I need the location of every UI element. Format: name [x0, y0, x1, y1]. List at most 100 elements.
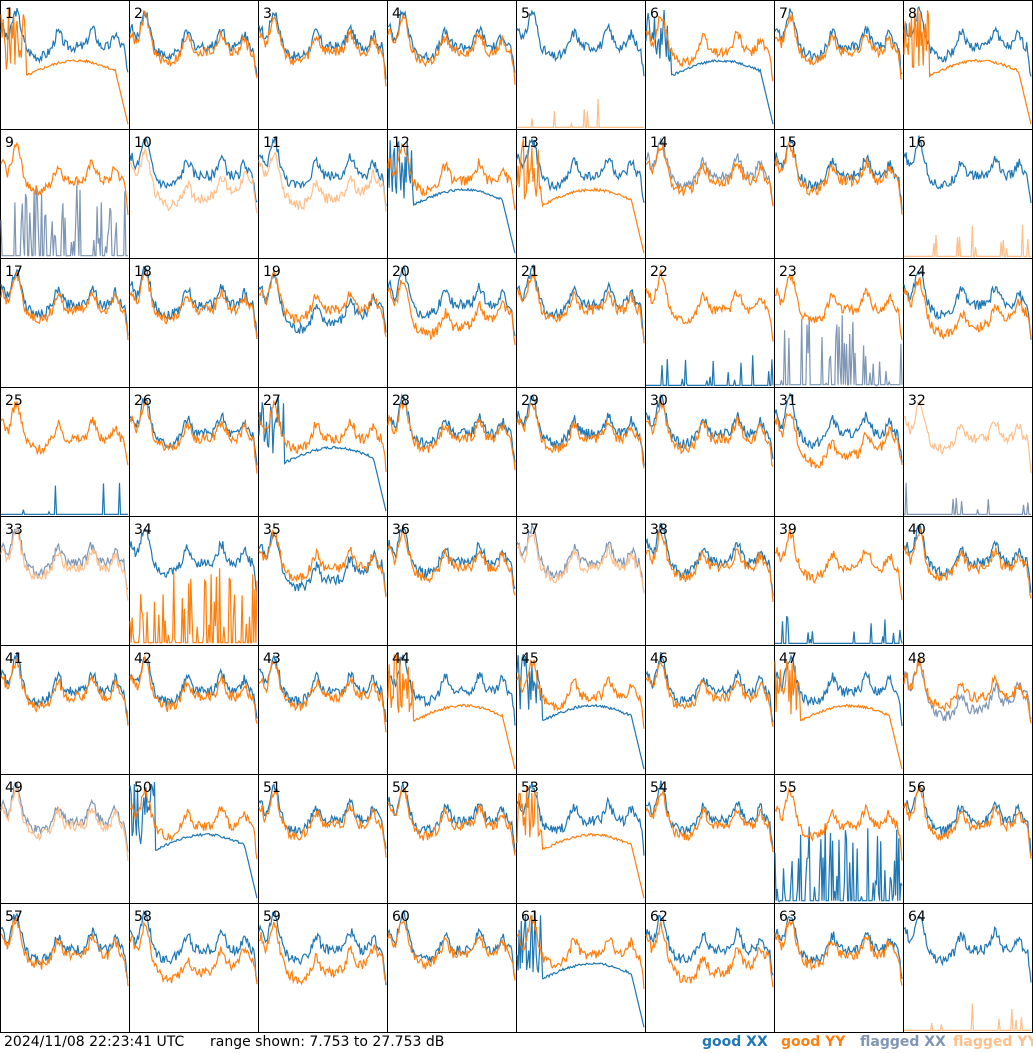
- panel-13: 13: [516, 129, 646, 259]
- panel-frame: [645, 774, 775, 904]
- series-xx: [645, 138, 774, 207]
- series-yy: [774, 412, 903, 469]
- series-yy: [387, 279, 516, 346]
- panel-label: 48: [908, 651, 926, 667]
- panel-15: 15: [774, 129, 904, 259]
- panel-frame: [258, 258, 388, 388]
- panel-label: 38: [650, 522, 668, 538]
- panel-label: 44: [392, 651, 410, 667]
- series-yy: [387, 920, 516, 981]
- panel-51: 51: [258, 774, 388, 904]
- series-yy: [0, 8, 129, 125]
- series-xx: [129, 909, 258, 982]
- panel-label: 32: [908, 393, 926, 409]
- panel-label: 49: [5, 780, 23, 796]
- panel-label: 13: [521, 135, 539, 151]
- panel-1: 1: [0, 0, 130, 130]
- series-xx: [646, 355, 774, 386]
- series-yy: [645, 15, 774, 82]
- series-yy: [129, 786, 258, 860]
- panel-label: 25: [5, 393, 23, 409]
- panel-28: 28: [387, 387, 517, 517]
- panel-54: 54: [645, 774, 775, 904]
- panel-19: 19: [258, 258, 388, 388]
- panel-frame: [129, 387, 259, 517]
- series-yy: [258, 789, 387, 858]
- panel-label: 10: [134, 135, 152, 151]
- panel-label: 33: [5, 522, 23, 538]
- panel-4: 4: [387, 0, 517, 130]
- series-xx: [645, 522, 774, 596]
- panel-38: 38: [645, 516, 775, 646]
- panel-label: 54: [650, 780, 668, 796]
- panel-57: 57: [0, 903, 130, 1033]
- panel-7: 7: [774, 0, 904, 130]
- series-xx: [258, 530, 387, 596]
- series-yy: [645, 921, 774, 988]
- series-yy: [774, 920, 903, 986]
- series-yy: [903, 527, 1032, 599]
- panel-frame: [0, 0, 130, 130]
- series-yy: [0, 528, 129, 601]
- panel-49: 49: [0, 774, 130, 904]
- panel-61: 61: [516, 903, 646, 1033]
- range-shown: range shown: 7.753 to 27.753 dB: [210, 1034, 445, 1050]
- panel-frame: [0, 516, 130, 646]
- panel-frame: [903, 516, 1033, 646]
- panel-frame: [0, 774, 130, 904]
- panel-frame: [0, 387, 130, 517]
- panel-36: 36: [387, 516, 517, 646]
- series-yy: [258, 270, 387, 337]
- series-xx: [129, 527, 258, 593]
- panel-45: 45: [516, 645, 646, 775]
- series-yy: [774, 787, 903, 861]
- series-yy: [129, 9, 258, 79]
- series-xx: [387, 9, 516, 73]
- panel-label: 31: [779, 393, 797, 409]
- panel-frame: [516, 0, 646, 130]
- panel-frame: [387, 774, 517, 904]
- panel-frame: [903, 774, 1033, 904]
- panel-frame: [516, 258, 646, 388]
- panel-label: 39: [779, 522, 797, 538]
- panel-frame: [774, 903, 904, 1033]
- series-yy: [258, 15, 387, 87]
- panel-33: 33: [0, 516, 130, 646]
- panel-10: 10: [129, 129, 259, 259]
- series-yy: [774, 141, 903, 215]
- series-yy: [903, 276, 1032, 341]
- series-yy: [0, 658, 129, 726]
- panel-label: 64: [908, 909, 926, 925]
- series-xx: [0, 184, 128, 257]
- panel-frame: [774, 516, 904, 646]
- series-yy: [903, 786, 1032, 859]
- panel-56: 56: [903, 774, 1033, 904]
- panel-62: 62: [645, 903, 775, 1033]
- series-yy: [774, 14, 903, 80]
- panel-frame: [903, 903, 1033, 1033]
- panel-label: 42: [134, 651, 152, 667]
- panel-6: 6: [645, 0, 775, 130]
- series-yy: [387, 528, 516, 596]
- series-yy: [129, 400, 258, 474]
- panel-21: 21: [516, 258, 646, 388]
- series-yy: [0, 401, 129, 466]
- legend-good-xx: good XX: [702, 1034, 768, 1050]
- panel-frame: [516, 774, 646, 904]
- panel-frame: [774, 387, 904, 517]
- series-yy: [516, 659, 645, 729]
- legend-flagged-yy: flagged YY: [953, 1034, 1033, 1050]
- panel-34: 34: [129, 516, 259, 646]
- panel-20: 20: [387, 258, 517, 388]
- series-xx: [645, 394, 774, 460]
- panel-label: 60: [392, 909, 410, 925]
- panel-label: 46: [650, 651, 668, 667]
- series-xx: [129, 137, 258, 203]
- panel-label: 62: [650, 909, 668, 925]
- series-yy: [129, 920, 258, 985]
- series-xx: [129, 9, 258, 76]
- panel-label: 26: [134, 393, 152, 409]
- panel-30: 30: [645, 387, 775, 517]
- panel-label: 8: [908, 6, 917, 22]
- series-xx: [0, 652, 129, 726]
